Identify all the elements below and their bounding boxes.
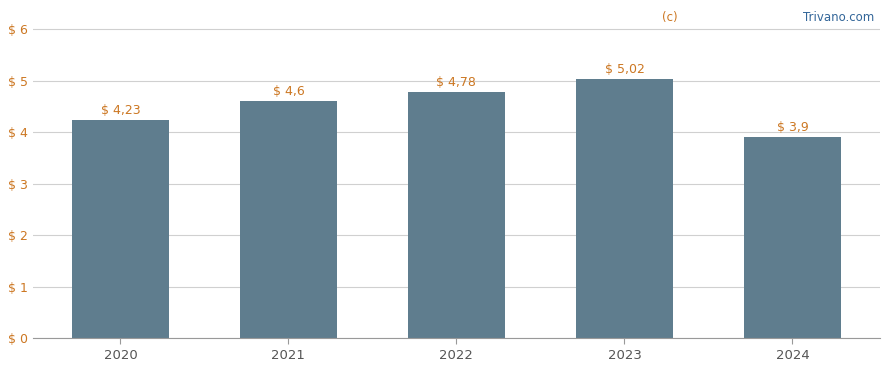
Bar (744, 137, 841, 338)
Bar (72, 120, 169, 338)
Text: $ 4,6: $ 4,6 (273, 85, 305, 98)
Text: $ 3,9: $ 3,9 (777, 121, 808, 134)
Text: $ 4,78: $ 4,78 (437, 76, 476, 89)
Text: $ 4,23: $ 4,23 (100, 104, 140, 117)
Bar (408, 92, 505, 338)
Bar (575, 80, 673, 338)
Bar (240, 101, 337, 338)
Text: Trivano.com: Trivano.com (804, 11, 875, 24)
Text: $ 5,02: $ 5,02 (605, 63, 645, 76)
Text: (c): (c) (662, 11, 681, 24)
